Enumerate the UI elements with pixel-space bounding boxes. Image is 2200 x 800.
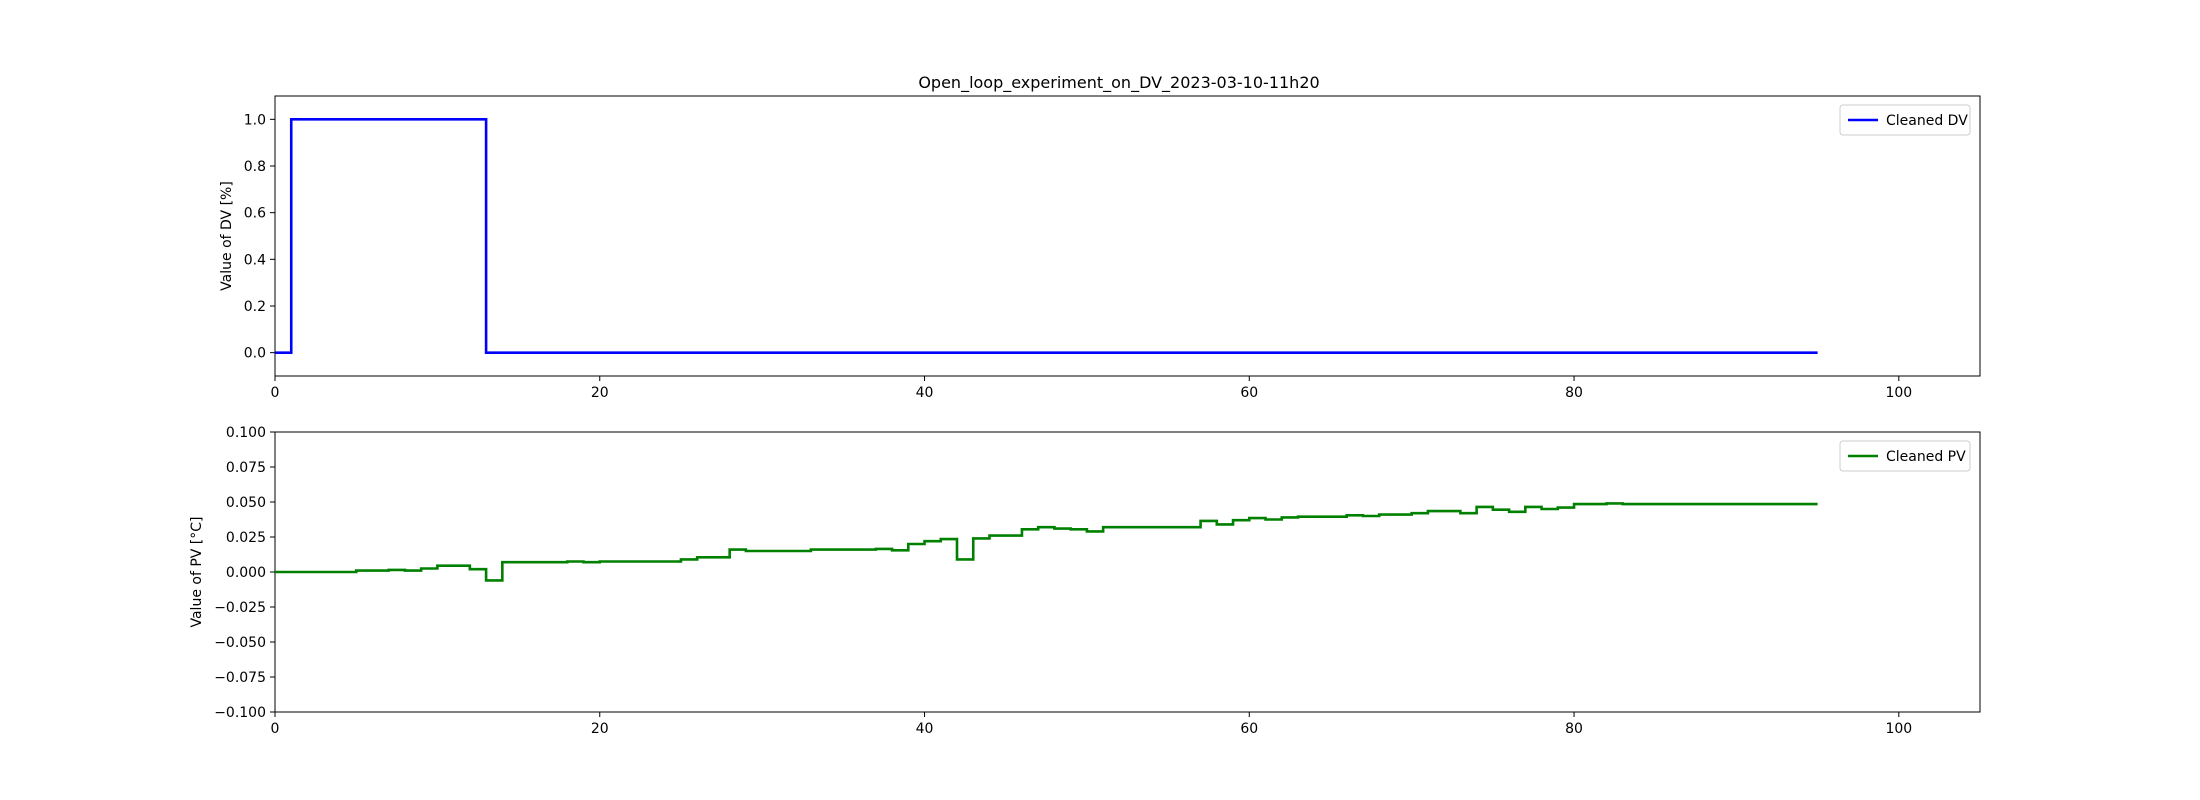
dv-ytick-label: 0.4 — [244, 252, 266, 268]
dv-ytick-label: 0.8 — [244, 159, 266, 175]
dv-xtick-label: 60 — [1240, 385, 1258, 401]
dv-xtick-label: 100 — [1885, 385, 1912, 401]
dv-xtick-label: 80 — [1565, 385, 1583, 401]
dv-axes: 0 20 40 60 80 100 0.0 0.2 0.4 0.6 0.8 1.0 Value of D… — [219, 95, 1981, 401]
dv-ytick-label: 0.2 — [244, 299, 266, 315]
pv-xtick-label: 80 — [1565, 721, 1583, 737]
dv-xtick-label: 0 — [271, 385, 280, 401]
dv-axes-frame — [274, 95, 1981, 377]
dv-legend-box — [1839, 104, 1971, 136]
pv-ytick-label: 0.100 — [226, 425, 266, 441]
pv-ylabel: Value of PV [°C] — [189, 516, 205, 627]
dv-xtick-label: 20 — [591, 385, 609, 401]
dv-legend-label: Cleaned DV — [1886, 113, 1968, 129]
pv-ytick-label: −0.075 — [214, 670, 266, 686]
chart-title: Open_loop_experiment_on_DV_2023-03-10-11… — [918, 73, 1319, 93]
pv-ytick-label: −0.050 — [214, 635, 266, 651]
pv-xtick-label: 40 — [916, 721, 934, 737]
pv-ytick-label: −0.025 — [214, 600, 266, 616]
pv-ytick-label: −0.100 — [214, 705, 266, 721]
pv-ytick-label: 0.025 — [226, 530, 266, 546]
pv-axes: 0 20 40 60 80 100 −0.100 −0.075 −0.050 −0.025 0.00… — [189, 425, 1981, 737]
pv-ytick-label: 0.075 — [226, 460, 266, 476]
pv-series-line — [275, 502, 1818, 582]
dv-ytick-label: 0.6 — [244, 206, 266, 222]
pv-xtick-label: 20 — [591, 721, 609, 737]
pv-legend-box — [1839, 440, 1971, 472]
pv-xtick-label: 60 — [1240, 721, 1258, 737]
pv-xtick-label: 100 — [1885, 721, 1912, 737]
pv-ytick-label: 0.000 — [226, 565, 266, 581]
dv-series-line — [275, 118, 1818, 354]
pv-xtick-label: 0 — [271, 721, 280, 737]
pv-legend-label: Cleaned PV — [1886, 449, 1966, 465]
dv-xtick-label: 40 — [916, 385, 934, 401]
dv-ylabel: Value of DV [%] — [219, 181, 235, 291]
pv-ytick-label: 0.050 — [226, 495, 266, 511]
dv-ytick-label: 1.0 — [244, 112, 266, 128]
dv-ytick-label: 0.0 — [244, 346, 266, 362]
